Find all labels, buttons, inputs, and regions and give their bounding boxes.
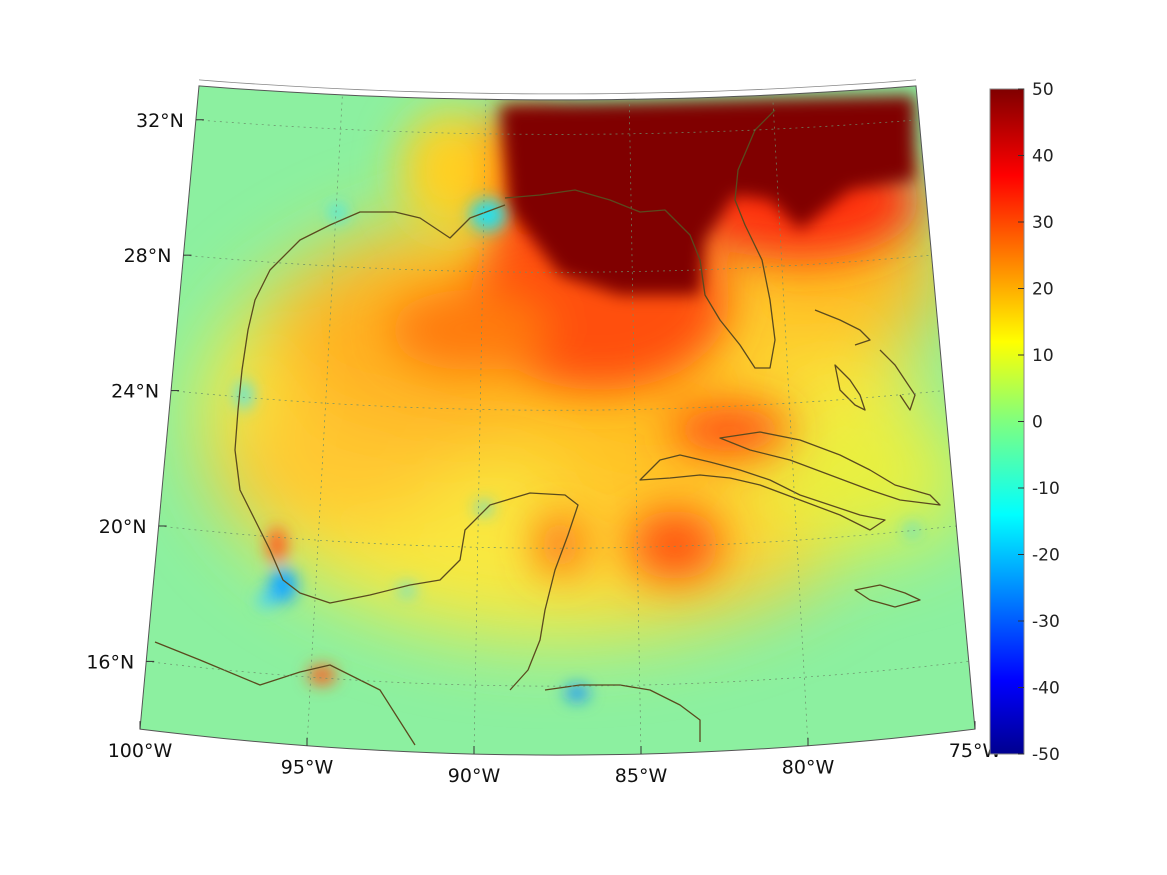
parallel-line bbox=[195, 119, 920, 135]
parallel-line bbox=[158, 525, 957, 549]
map-frame bbox=[139, 79, 976, 756]
colorbar-tick-label: 40 bbox=[1032, 147, 1054, 167]
longitude-label: 75°W bbox=[949, 740, 1002, 762]
meridian-line bbox=[772, 94, 809, 746]
colorbar-tick-label: 10 bbox=[1032, 346, 1054, 366]
meridian-line bbox=[306, 94, 343, 746]
latitude-label: 16°N bbox=[86, 651, 134, 673]
longitude-label: 80°W bbox=[782, 757, 835, 779]
colorbar-tick-label: -10 bbox=[1032, 479, 1060, 499]
longitude-labels: 100°W 95°W 90°W 85°W 80°W 75°W bbox=[108, 721, 1002, 787]
colorbar-tick-label: 50 bbox=[1032, 80, 1054, 100]
map-field bbox=[140, 85, 975, 756]
colorbar-tick-label: -40 bbox=[1032, 679, 1060, 699]
frame-outer-border bbox=[198, 79, 917, 95]
colorbar-tick-label: 20 bbox=[1032, 280, 1054, 300]
longitude-label: 95°W bbox=[281, 757, 334, 779]
longitude-label: 90°W bbox=[448, 765, 501, 787]
colorbar-ticks: 50 40 30 20 10 0 -10 -20 -30 -40 -50 bbox=[1018, 80, 1060, 765]
colorbar-tick-label: -50 bbox=[1032, 745, 1060, 765]
colorbar-tick-label: -30 bbox=[1032, 612, 1060, 632]
longitude-label: 100°W bbox=[108, 740, 173, 762]
colorbar-tick-label: 0 bbox=[1032, 413, 1043, 433]
colorbar-tick-label: -20 bbox=[1032, 546, 1060, 566]
latitude-labels: 16°N 20°N 24°N 28°N 32°N bbox=[86, 110, 204, 673]
meridian-line bbox=[473, 99, 487, 755]
graticule bbox=[140, 85, 975, 755]
latitude-label: 32°N bbox=[136, 110, 184, 132]
meridian-line bbox=[628, 99, 642, 755]
colorbar-tick-label: 30 bbox=[1032, 213, 1054, 233]
coastlines bbox=[154, 109, 941, 746]
colorbar: 50 40 30 20 10 0 -10 -20 -30 -40 -50 bbox=[989, 80, 1060, 765]
parallel-line bbox=[183, 254, 932, 273]
longitude-label: 85°W bbox=[615, 765, 668, 787]
latitude-label: 28°N bbox=[124, 245, 172, 267]
latitude-label: 20°N bbox=[99, 516, 147, 538]
frame-outline bbox=[139, 85, 976, 756]
latitude-label: 24°N bbox=[111, 381, 159, 403]
